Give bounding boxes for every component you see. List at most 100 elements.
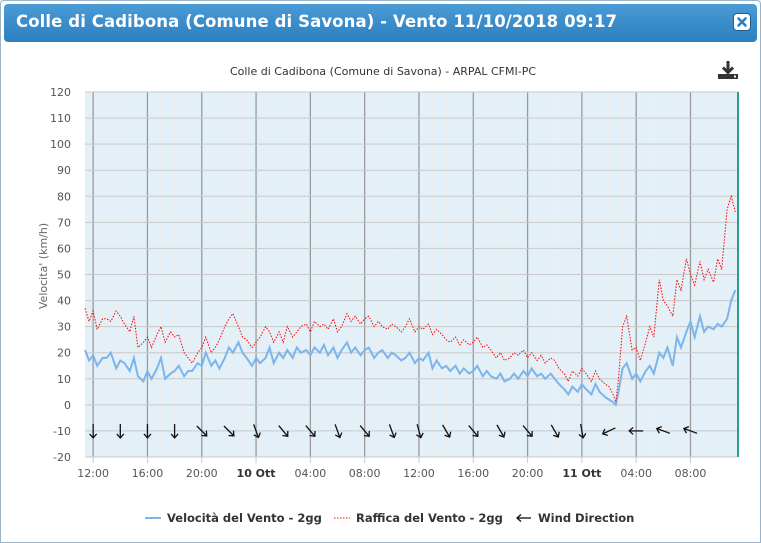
y-tick-label: 50 (57, 269, 71, 282)
wind-arrow-shaft (359, 425, 370, 437)
wind-arrow-shaft (550, 424, 559, 438)
wind-arrow-head (416, 432, 424, 439)
x-tick-label: 08:00 (349, 467, 381, 480)
y-tick-label: 100 (50, 138, 71, 151)
wind-arrow-head (363, 430, 370, 438)
y-tick-label: 90 (57, 164, 71, 177)
wind-arrow (223, 425, 235, 437)
x-axis-ticks: 12:00 16:00 20:00 10 Ott 04:00 08:00 12:00 16:0… (77, 457, 706, 480)
wind-arrow (578, 423, 587, 439)
x-tick-label: 12:00 (77, 467, 109, 480)
horizontal-gridlines (85, 91, 738, 458)
wind-arrow (550, 424, 560, 438)
wind-arrow (305, 425, 316, 438)
wind-arrow-head (682, 426, 690, 434)
wind-arrow (496, 424, 506, 438)
wind-arrow (196, 425, 208, 437)
y-tick-label: 30 (57, 321, 71, 334)
y-tick-label: 10 (57, 373, 71, 386)
wind-arrow-head (389, 432, 397, 439)
legend-arrow-head (516, 514, 522, 522)
wind-arrow (278, 425, 289, 438)
wind-arrow-shaft (253, 424, 260, 438)
legend-item[interactable]: Velocità del Vento - 2gg (145, 511, 322, 525)
wind-arrow (442, 424, 452, 438)
series-lines (84, 194, 737, 407)
wind-direction-arrows (89, 423, 698, 439)
wind-arrow-head (282, 430, 289, 438)
wind-arrow (628, 426, 644, 435)
legend-label: Raffica del Vento - 2gg (356, 511, 503, 525)
wind-arrow-shaft (416, 423, 422, 438)
x-tick-label: 12:00 (403, 467, 435, 480)
wind-arrow-head (253, 432, 261, 439)
wind-arrow (89, 423, 98, 439)
wind-arrow (468, 425, 479, 438)
x-tick-label: 16:00 (457, 467, 489, 480)
wind-arrow-head (201, 430, 208, 437)
wind-arrow-shaft (334, 424, 341, 438)
wind-arrow-head (578, 432, 587, 439)
legend-label: Wind Direction (538, 511, 634, 525)
legend-item[interactable]: Raffica del Vento - 2gg (334, 511, 503, 525)
wind-arrow (170, 423, 179, 439)
y-tick-label: -20 (53, 451, 71, 464)
wind-arrow-head (89, 433, 98, 439)
y-tick-label: 70 (57, 216, 71, 229)
wind-arrow-shaft (580, 423, 584, 438)
close-icon (737, 17, 747, 27)
y-tick-label: 60 (57, 242, 71, 255)
chart-legend[interactable]: Velocità del Vento - 2gg Raffica del Vent… (145, 511, 634, 525)
wind-arrow-head (334, 432, 343, 439)
wind-arrow-shaft (442, 424, 451, 438)
wind-arrow-shaft (468, 425, 479, 437)
y-tick-label: 20 (57, 347, 71, 360)
wind-arrow-head (601, 428, 608, 436)
dialog-title: Colle di Cadibona (Comune di Savona) - V… (16, 12, 618, 31)
wind-arrow-head (552, 431, 560, 438)
speed-series-line (84, 289, 737, 407)
wind-arrow (522, 425, 533, 438)
x-tick-label: 10 Ott (237, 467, 276, 480)
wind-arrow (143, 423, 152, 439)
gust-series-line (84, 194, 736, 403)
y-tick-label: 110 (50, 112, 71, 125)
download-button[interactable] (717, 59, 739, 81)
wind-arrow-shaft (305, 425, 316, 437)
wind-arrow-head (472, 430, 479, 438)
legend-arrow-icon (516, 514, 531, 522)
wind-arrow-head (170, 433, 179, 439)
chart-title: Colle di Cadibona (Comune di Savona) - A… (230, 65, 536, 78)
wind-arrow-head (309, 430, 316, 438)
close-button[interactable] (733, 13, 751, 31)
wind-arrow (655, 426, 671, 434)
wind-arrow-shaft (388, 424, 395, 438)
wind-arrow-head (628, 426, 634, 435)
legend-item[interactable]: Wind Direction (516, 511, 634, 525)
y-tick-label: 40 (57, 295, 71, 308)
download-icon (718, 61, 738, 79)
wind-arrow-shaft (278, 425, 289, 437)
x-tick-label: 04:00 (620, 467, 652, 480)
y-axis-label: Velocita' (km/h) (37, 223, 50, 309)
wind-arrow-shaft (656, 427, 671, 434)
wind-chart: Colle di Cadibona (Comune di Savona) - A… (37, 59, 739, 525)
wind-arrow-head (526, 430, 533, 438)
wind-arrow (601, 427, 616, 436)
wind-arrow-head (116, 433, 125, 439)
wind-arrow-shaft (522, 425, 533, 437)
wind-arrow-shaft (496, 424, 505, 438)
x-tick-label: 16:00 (132, 467, 164, 480)
x-tick-label: 20:00 (186, 467, 218, 480)
wind-arrow-head (143, 433, 152, 439)
wind-arrow (388, 424, 397, 439)
dialog-title-bar[interactable]: Colle di Cadibona (Comune di Savona) - V… (4, 4, 757, 42)
wind-arrow (253, 424, 261, 439)
wind-arrow (416, 423, 424, 439)
wind-arrow-head (498, 431, 506, 438)
wind-arrow (359, 425, 370, 438)
legend-label: Velocità del Vento - 2gg (167, 511, 322, 525)
wind-arrow-shaft (223, 425, 235, 437)
x-tick-label: 20:00 (512, 467, 544, 480)
